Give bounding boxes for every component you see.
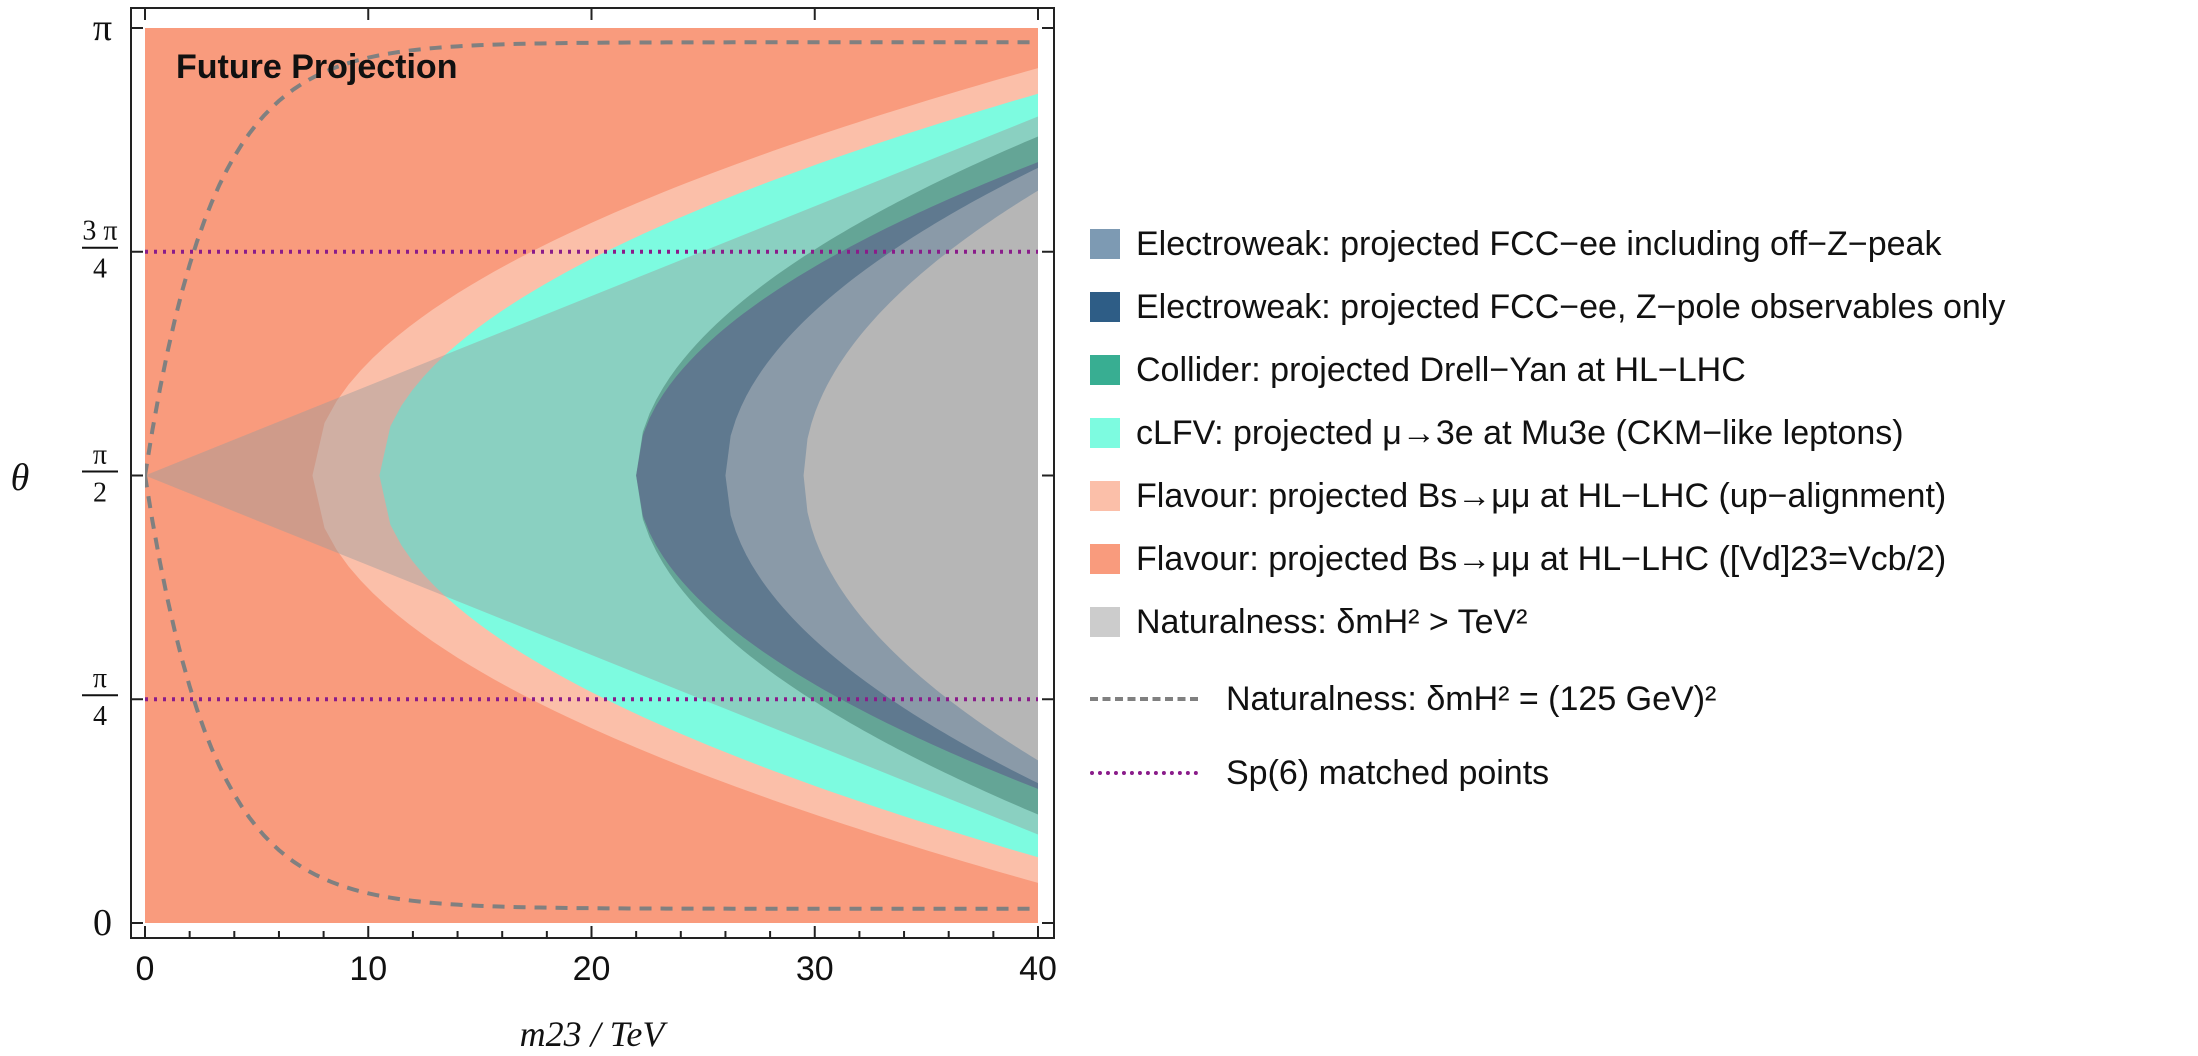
legend-line-item: Naturalness: δmH² = (125 GeV)² — [1090, 677, 1716, 721]
region-7 — [803, 190, 1038, 761]
legend-swatch — [1090, 292, 1120, 322]
overlay-layer — [145, 40, 1038, 911]
dashed-line-icon — [1090, 697, 1198, 701]
legend-label: Naturalness: δmH² = (125 GeV)² — [1226, 679, 1717, 718]
legend-swatch — [1090, 607, 1120, 637]
legend-swatch — [1090, 544, 1120, 574]
wedge-overlay — [145, 116, 1038, 835]
legend-label: Collider: projected Drell−Yan at HL−LHC — [1136, 350, 1746, 389]
legend-label: Flavour: projected Bs→μμ at HL−LHC (up−a… — [1136, 476, 1947, 515]
legend-swatch — [1090, 418, 1120, 448]
legend-line-item: Sp(6) matched points — [1090, 751, 1549, 795]
legend-item: cLFV: projected μ→3e at Mu3e (CKM−like l… — [1090, 411, 1904, 455]
legend-label: Sp(6) matched points — [1226, 753, 1550, 792]
legend-swatch — [1090, 229, 1120, 259]
y-tick-label: π — [93, 7, 112, 49]
y-tick-denominator: 4 — [93, 254, 107, 285]
dotted-line-icon — [1090, 771, 1198, 775]
x-axis-label: m23 / TeV — [520, 1014, 669, 1054]
legend-label: Electroweak: projected FCC−ee including … — [1136, 224, 1942, 263]
y-tick-numerator: π — [93, 439, 107, 470]
legend-label: Flavour: projected Bs→μμ at HL−LHC ([Vd]… — [1136, 539, 1947, 578]
chart-title: Future Projection — [176, 48, 457, 86]
y-tick-numerator: 3 π — [82, 216, 117, 247]
naturalness-curve-lower — [145, 475, 1038, 911]
legend-label: Naturalness: δmH² > TeV² — [1136, 602, 1528, 641]
legend-item: Electroweak: projected FCC−ee including … — [1090, 222, 1941, 266]
legend-item: Flavour: projected Bs→μμ at HL−LHC ([Vd]… — [1090, 537, 1946, 581]
y-tick-label: 3 π4 — [82, 216, 118, 285]
y-axis-label: θ — [11, 457, 30, 499]
legend-label: cLFV: projected μ→3e at Mu3e (CKM−like l… — [1136, 413, 1904, 452]
y-tick-label: π4 — [82, 663, 118, 732]
legend-label: Electroweak: projected FCC−ee, Z−pole ob… — [1136, 287, 2006, 326]
legend-swatch — [1090, 355, 1120, 385]
x-tick-label: 10 — [349, 950, 387, 988]
y-tick-label: π2 — [82, 439, 118, 508]
legend-item: Collider: projected Drell−Yan at HL−LHC — [1090, 348, 1746, 392]
legend-swatch — [1090, 481, 1120, 511]
x-tick-label: 20 — [573, 950, 611, 988]
legend-item: Electroweak: projected FCC−ee, Z−pole ob… — [1090, 285, 2005, 329]
y-tick-denominator: 4 — [93, 701, 107, 732]
legend-item: Flavour: projected Bs→μμ at HL−LHC (up−a… — [1090, 474, 1946, 518]
y-tick-denominator: 2 — [93, 477, 107, 508]
x-tick-label: 0 — [136, 950, 155, 988]
y-tick-numerator: π — [93, 663, 107, 694]
y-tick-label: 0 — [93, 902, 112, 944]
naturalness-curve-upper — [145, 40, 1038, 476]
legend-item: Naturalness: δmH² > TeV² — [1090, 600, 1527, 644]
regions-layer — [145, 28, 1038, 923]
x-tick-label: 40 — [1019, 950, 1057, 988]
x-tick-label: 30 — [796, 950, 834, 988]
